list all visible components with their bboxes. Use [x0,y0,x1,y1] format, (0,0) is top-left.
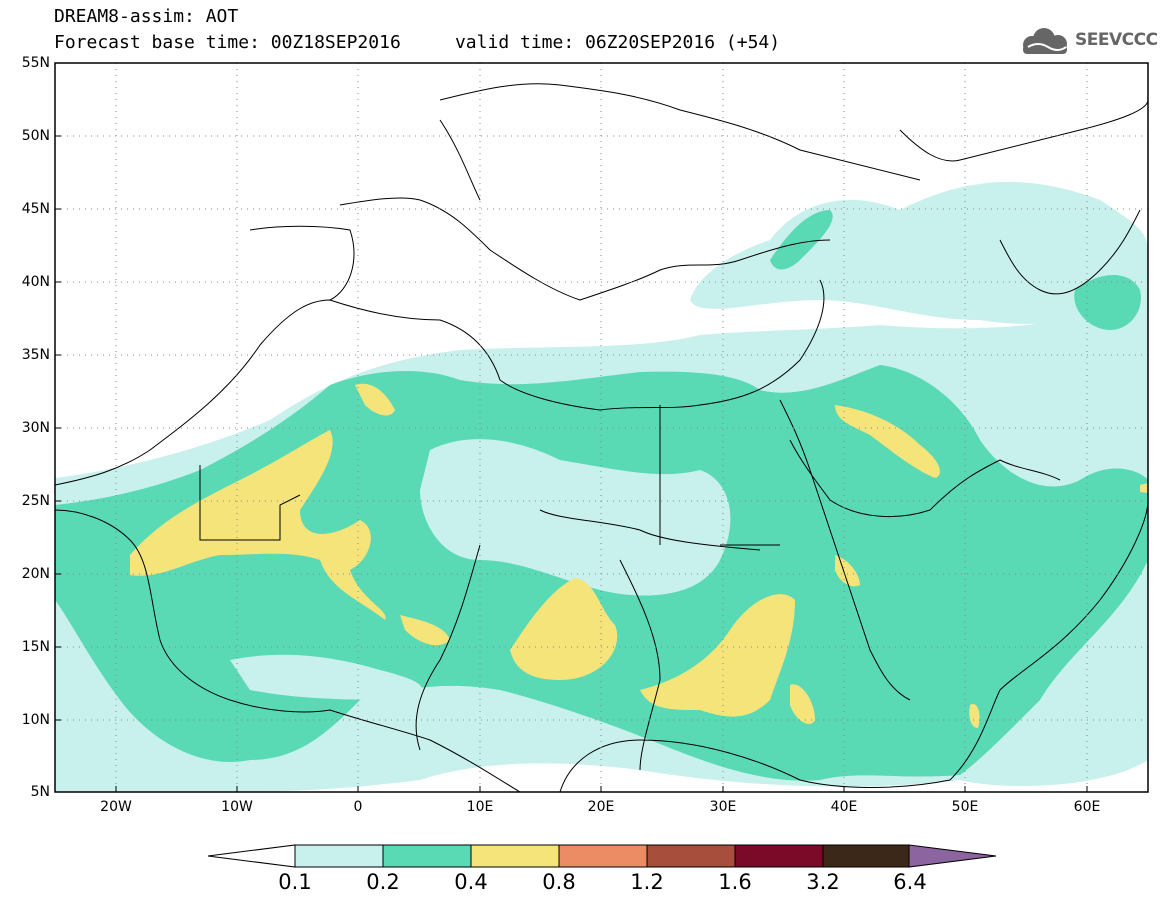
colorbar-under-triangle [207,844,296,868]
lon-label: 50E [951,799,979,815]
aot-light-hole-sahara [420,439,731,596]
lon-label: 40E [830,799,858,815]
lat-label: 20N [21,566,50,582]
colorbar-box-3 [470,844,560,868]
aot-green-caspian [1074,275,1141,330]
aot-band-0.4-oman [1140,483,1148,493]
colorbar-box-4 [558,844,648,868]
colorbar-box-7 [822,844,910,868]
lat-label: 30N [21,420,50,436]
aot-light-hole-sahel [230,654,422,700]
lon-label: 20E [587,799,615,815]
colorbar-tick-label: 1.6 [718,870,752,894]
aot-band-0.1-east [690,181,1148,324]
colorbar-tick-label: 3.2 [806,870,840,894]
aot-band-0.4-mali [400,615,450,646]
colorbar-box-5 [646,844,736,868]
lat-label: 45N [21,201,50,217]
lat-label: 10N [21,712,50,728]
lat-label: 40N [21,274,50,290]
lat-label: 5N [30,784,50,800]
colorbar-tick-label: 0.8 [542,870,576,894]
aot-fill-layers [55,181,1148,792]
cloud-logo-icon [1023,28,1067,54]
colorbar-tick-label: 0.4 [454,870,488,894]
lat-label: 55N [21,55,50,71]
colorbar-box-1 [294,844,384,868]
graticule [55,63,1148,792]
lat-label: 50N [21,128,50,144]
map-title: DREAM8-assim: AOT [54,6,239,27]
aot-band-0.4-somalia [969,704,980,728]
aot-band-0.4-sudan [640,594,795,717]
colorbar-tick-label: 0.1 [278,870,312,894]
lat-label: 15N [21,639,50,655]
colorbar-tick-label: 0.2 [366,870,400,894]
lon-label: 60E [1073,799,1101,815]
aot-band-0.4-eth [790,684,815,725]
colorbar-over-triangle [908,844,997,868]
lon-label: 10W [221,799,253,815]
lon-label: 30E [709,799,737,815]
aot-band-0.4-arabia [835,405,940,478]
aot-band-0.4-north [355,383,395,416]
aot-green-blacksea [770,210,833,270]
colorbar-tick-label: 6.4 [893,870,927,894]
logo-text: SEEVCCC [1075,30,1158,50]
lon-label: 0 [353,799,363,815]
lon-label: 10E [466,799,494,815]
colorbar-box-2 [382,844,472,868]
lon-label: 20W [100,799,132,815]
colorbar [207,844,997,868]
colorbar-tick-label: 1.2 [630,870,664,894]
axis-ticks [55,135,1088,792]
forecast-time-line: Forecast base time: 00Z18SEP2016 valid t… [54,32,781,53]
lat-label: 35N [21,347,50,363]
colorbar-box-6 [734,844,824,868]
aot-band-0.4-west [130,430,386,620]
lat-label: 25N [21,493,50,509]
coastlines [55,83,1148,792]
aot-band-0.4-chad [510,578,618,680]
